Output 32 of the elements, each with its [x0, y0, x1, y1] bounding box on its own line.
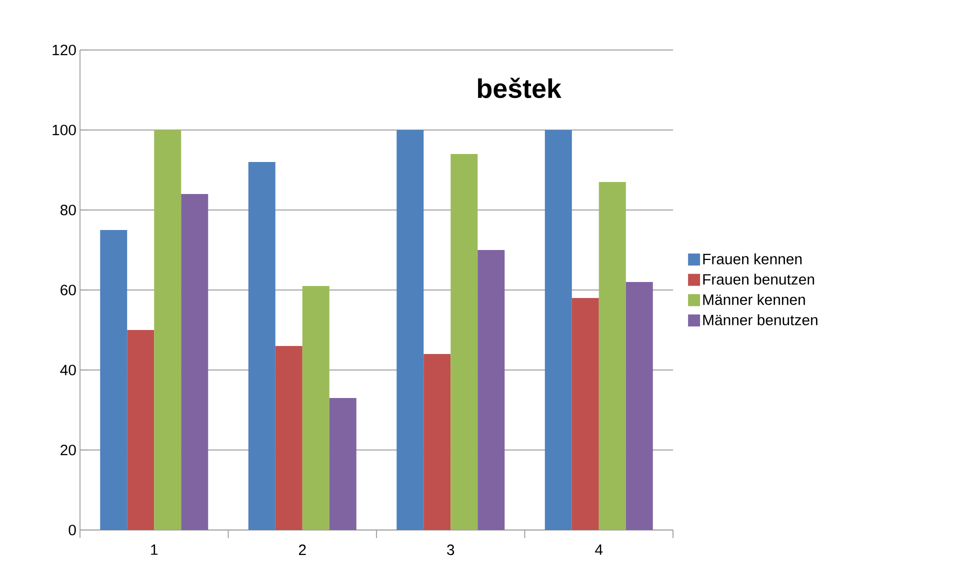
bar — [275, 346, 302, 530]
text: beštek — [478, 78, 562, 98]
bar — [544, 130, 572, 530]
y-tick-label: 120 — [52, 44, 76, 56]
legend-label: Frauen kennen — [703, 253, 802, 264]
bar — [181, 194, 208, 530]
bar — [396, 130, 424, 530]
bar — [248, 162, 276, 530]
x-tick-label: 3 — [447, 544, 454, 556]
legend-label: Männer kennen — [703, 294, 805, 305]
x-tick-label: 4 — [595, 544, 603, 555]
y-tick-label: 40 — [60, 364, 76, 376]
bar — [478, 250, 505, 530]
bar — [329, 398, 356, 530]
x-tick-label: 1 — [151, 544, 158, 555]
legend-label: Frauen benutzen — [703, 274, 814, 285]
y-tick-label: 0 — [68, 524, 76, 536]
y-tick-label: 20 — [60, 444, 76, 456]
x-tick-label: 2 — [298, 544, 306, 555]
bar — [302, 286, 330, 530]
bar — [450, 154, 478, 530]
bar — [598, 182, 626, 530]
bar — [154, 130, 182, 530]
y-tick-label: 100 — [52, 124, 76, 136]
y-tick-label: 60 — [60, 284, 76, 296]
bar — [626, 282, 653, 530]
bar — [424, 354, 451, 530]
y-tick-label: 80 — [60, 204, 76, 216]
bar — [572, 298, 599, 530]
bar — [127, 330, 154, 530]
bar — [100, 230, 128, 530]
legend-label: Männer benutzen — [703, 314, 818, 326]
